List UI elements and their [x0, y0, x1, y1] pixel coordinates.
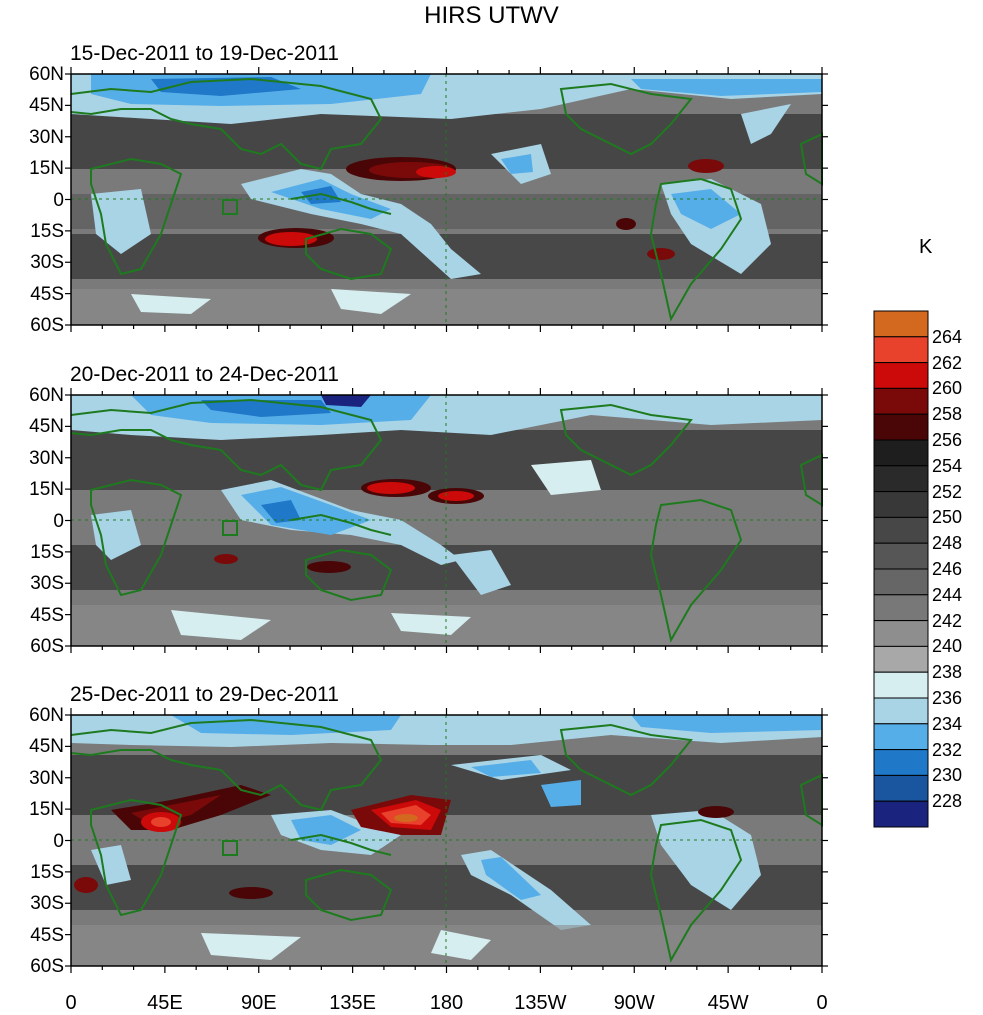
- lat-label: 60N: [29, 385, 64, 406]
- panel-3-title: 25-Dec-2011 to 29-Dec-2011: [70, 683, 339, 706]
- lat-label: 45S: [30, 283, 64, 305]
- lon-label: 135W: [514, 992, 567, 1014]
- colorbar-label: 240: [932, 636, 963, 657]
- colorbar-swatch: [873, 336, 929, 364]
- lat-label: 60S: [30, 315, 64, 336]
- colorbar-label: 254: [932, 455, 963, 476]
- lat-label: 30N: [29, 126, 64, 148]
- lat-label: 15S: [30, 861, 64, 883]
- lat-label: 30S: [30, 252, 64, 274]
- lat-label: 60S: [30, 956, 64, 977]
- colorbar-label: 264: [932, 326, 963, 347]
- colorbar-swatch: [873, 723, 929, 751]
- lon-label: 45E: [147, 992, 183, 1014]
- lat-label: 15N: [29, 479, 64, 501]
- lon-label: 45W: [707, 992, 749, 1014]
- colorbar-label: 250: [932, 507, 963, 528]
- colorbar-label: 258: [932, 404, 963, 425]
- colorbar-label: 248: [932, 533, 963, 554]
- colorbar-label: 246: [932, 559, 963, 579]
- lat-label: 45N: [29, 95, 64, 117]
- panel-2-title: 20-Dec-2011 to 24-Dec-2011: [70, 363, 339, 386]
- colorbar-label: 242: [932, 610, 963, 631]
- colorbar-swatch: [873, 620, 929, 647]
- map-panel-3: [70, 714, 823, 967]
- lat-label: 45S: [30, 604, 64, 626]
- lat-label: 45N: [29, 416, 64, 438]
- colorbar-swatch: [873, 774, 929, 802]
- colorbar-swatch: [873, 645, 929, 673]
- colorbar-label: 230: [932, 765, 963, 786]
- lat-label: 30N: [29, 447, 64, 469]
- colorbar-label: 252: [932, 481, 963, 502]
- map-panel-1: [70, 73, 823, 326]
- colorbar-label: 232: [932, 739, 963, 760]
- lon-label: 90W: [613, 992, 655, 1014]
- lat-label: 0: [53, 830, 64, 852]
- lat-label: 30S: [30, 893, 64, 915]
- axis-ticks: [65, 67, 828, 973]
- colorbar-label: 260: [932, 378, 963, 399]
- lon-label: 0: [816, 992, 828, 1014]
- colorbar-swatch: [873, 594, 929, 622]
- colorbar: [873, 310, 929, 828]
- colorbar-swatch: [873, 516, 929, 544]
- map-panel-2: [70, 394, 823, 647]
- lat-label: 0: [53, 189, 64, 211]
- colorbar-label: 234: [932, 713, 963, 734]
- lat-label: 15S: [30, 541, 64, 563]
- colorbar-swatch: [873, 542, 929, 570]
- lon-label: 90E: [240, 992, 277, 1014]
- lat-label: 15S: [30, 220, 64, 242]
- colorbar-label: 262: [932, 352, 963, 373]
- lon-label: 0: [65, 992, 77, 1014]
- colorbar-swatch: [873, 697, 929, 725]
- lat-label: 0: [53, 510, 64, 532]
- colorbar-swatch: [873, 749, 929, 776]
- colorbar-swatch: [873, 568, 929, 596]
- colorbar-label: 236: [932, 688, 963, 708]
- colorbar-swatch: [873, 310, 929, 338]
- colorbar-label: 244: [932, 584, 963, 605]
- colorbar-unit: K: [919, 236, 933, 258]
- lat-label: 45N: [29, 736, 64, 758]
- colorbar-swatch: [873, 413, 929, 441]
- colorbar-swatch: [873, 387, 929, 415]
- colorbar-swatch: [873, 465, 929, 493]
- lat-label: 15N: [29, 799, 64, 821]
- lat-label: 15N: [29, 158, 64, 180]
- lat-label: 45S: [30, 924, 64, 946]
- lat-label: 30S: [30, 573, 64, 595]
- figure-title: HIRS UTWV: [424, 2, 559, 29]
- lat-label: 60N: [29, 705, 64, 726]
- colorbar-swatch: [873, 800, 929, 828]
- colorbar-swatch: [873, 491, 929, 518]
- colorbar-label: 256: [932, 430, 963, 450]
- colorbar-label: 238: [932, 662, 963, 683]
- colorbar-swatch: [873, 671, 929, 699]
- lon-label: 135E: [329, 992, 376, 1014]
- lat-label: 60S: [30, 636, 64, 657]
- colorbar-swatch: [873, 362, 929, 389]
- lat-label: 30N: [29, 767, 64, 789]
- panel-1-title: 15-Dec-2011 to 19-Dec-2011: [70, 42, 339, 65]
- colorbar-swatch: [873, 439, 929, 467]
- lon-label: 180: [429, 992, 464, 1014]
- colorbar-label: 228: [932, 791, 963, 812]
- lat-label: 60N: [29, 64, 64, 85]
